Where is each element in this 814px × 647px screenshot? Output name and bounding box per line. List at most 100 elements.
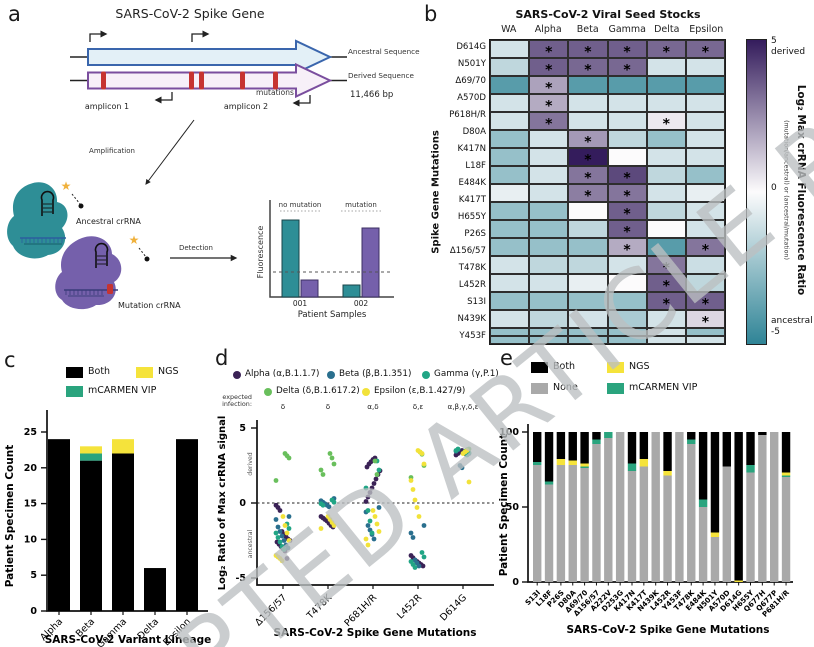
panel-a-diagram: SARS-CoV-2 Spike Gene Ancestral Sequence…: [7, 6, 420, 320]
scatter-point: [280, 514, 286, 519]
scatter-point: [331, 499, 337, 505]
amplification-label: Amplification: [89, 147, 135, 155]
heatmap-cell: [607, 256, 647, 274]
mini-sample-label: 002: [354, 299, 369, 308]
scatter-point: [279, 533, 285, 539]
heatmap-row-label: D614G: [456, 42, 486, 52]
scatter-point: [331, 461, 337, 467]
scatter-point: [367, 490, 373, 495]
heatmap-cell: *: [685, 310, 725, 331]
heatmap-cell: *: [607, 238, 647, 259]
heatmap-cell: [685, 220, 725, 238]
bar-segment: [781, 477, 791, 582]
scatter-point: [372, 514, 378, 519]
significance-star: *: [584, 152, 592, 169]
legend-swatch-none: [531, 383, 548, 394]
significance-star: *: [623, 44, 631, 61]
bar-segment: [639, 459, 649, 467]
panel-e-label: e: [500, 346, 513, 370]
heatmap-cell: [607, 310, 647, 328]
amplicon1-label: amplicon 1: [85, 102, 129, 111]
significance-star: *: [584, 44, 592, 61]
significance-star: *: [701, 296, 710, 313]
heatmap-cell: *: [529, 76, 569, 97]
forward-primer-arrow: [191, 30, 210, 42]
panel-d-label: d: [215, 346, 229, 370]
y-tick-label: 0: [239, 498, 246, 509]
heatmap-row-label: Δ69/70: [455, 76, 486, 86]
heatmap-cell: [490, 148, 530, 166]
heatmap-row-label: T478K: [458, 263, 486, 273]
scatter-point: [464, 448, 470, 453]
heatmap-cell: [490, 202, 530, 220]
heatmap-cell: [685, 112, 725, 130]
colorbar-max-tick: 5: [771, 36, 777, 46]
heatmap-cell: [685, 336, 725, 344]
bp-label: 11,466 bp: [350, 90, 393, 100]
heatmap-row-label: E484K: [458, 178, 486, 188]
panel-c-label: c: [4, 348, 16, 372]
heatmap-cell: [646, 328, 686, 336]
heatmap-cell: *: [568, 130, 608, 151]
bar-segment: [556, 465, 566, 582]
scatter-point: [286, 538, 292, 543]
heatmap-cell: *: [607, 202, 647, 223]
scatter-point: [277, 529, 283, 534]
heatmap-cell: *: [529, 58, 569, 79]
amplicon2-label: amplicon 2: [224, 102, 268, 111]
heatmap-title: SARS-CoV-2 Viral Seed Stocks: [515, 8, 701, 21]
mutation-marks: [101, 71, 278, 90]
heatmap-cell: [490, 112, 530, 130]
heatmap-row-label: K417N: [457, 144, 486, 154]
y-tick-label: 100: [499, 427, 519, 438]
scatter-point: [320, 502, 326, 508]
heatmap-row-label: Y453F: [459, 331, 486, 341]
bar-segment: [80, 446, 102, 454]
heatmap-cell: *: [529, 40, 569, 61]
legend-dot: [233, 371, 241, 379]
heatmap-cell: [607, 94, 647, 112]
bar-segment: [698, 507, 708, 582]
significance-star: *: [701, 44, 710, 61]
mutation-label: mutation: [345, 201, 377, 209]
bar-segment: [639, 432, 649, 459]
scatter-point: [273, 517, 279, 522]
scatter-point: [286, 514, 292, 519]
x-axis-title: SARS-CoV-2 Variant Lineage: [45, 634, 212, 646]
scatter-point: [365, 508, 371, 513]
bar-segment: [568, 465, 577, 582]
heatmap-cell: *: [529, 112, 569, 133]
heatmap-grid: * * * * * * * * * * * * * * * * * * * * * * * * * * *: [489, 39, 726, 345]
scatter-point: [371, 481, 377, 486]
scatter-point: [365, 542, 371, 548]
bar-segment: [112, 439, 134, 454]
expected-infection-symbols: α,β,γ,δ,ε: [447, 402, 479, 411]
heatmap-cell: [490, 336, 530, 344]
mini-x-axis-title: Patient Samples: [298, 310, 367, 320]
expected-infection-symbols: δ,ε: [412, 402, 424, 411]
bar-segment: [592, 432, 601, 440]
forward-primer-arrow: [89, 30, 108, 42]
bar-segment: [627, 463, 637, 471]
bar-segment: [580, 463, 589, 467]
y-tick-label: 10: [24, 534, 38, 545]
heatmap-cell: [685, 76, 725, 94]
bar-segment: [556, 432, 566, 459]
heatmap-cell: *: [568, 40, 608, 61]
y-tick-label: 0: [30, 606, 37, 617]
reverse-primer-arrow: [292, 95, 311, 107]
heatmap-cell: *: [646, 40, 686, 61]
heatmap-cell: *: [529, 94, 569, 115]
scatter-point: [326, 504, 332, 510]
significance-star: *: [623, 62, 631, 79]
bar-segment: [687, 444, 696, 582]
heatmap-cell: [529, 202, 569, 220]
bar-segment: [781, 432, 791, 473]
legend-swatch-both: [531, 362, 548, 373]
scatter-point: [414, 505, 420, 510]
ancestral-crrna-label: Ancestral crRNA: [76, 217, 141, 226]
heatmap-cell: [607, 292, 647, 310]
crrna-hairpin-icon: [40, 190, 55, 216]
significance-star: *: [584, 170, 592, 187]
